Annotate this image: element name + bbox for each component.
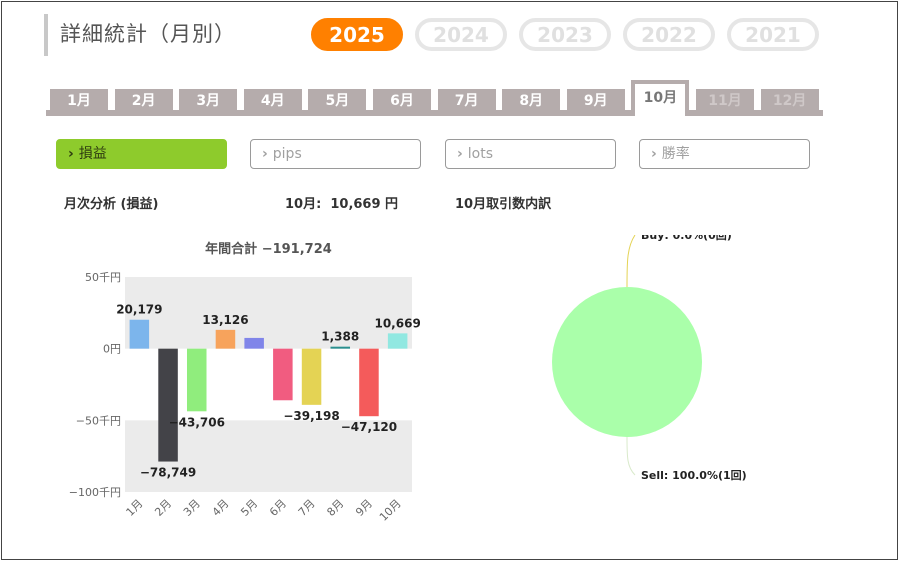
analysis-label: 月次分析 (損益)	[64, 197, 159, 212]
bar-3	[186, 348, 207, 412]
x-tick-label: 4月	[210, 497, 232, 519]
month-value: 10,669 円	[330, 197, 399, 212]
bar-5	[244, 337, 264, 349]
x-tick-label: 10月	[377, 497, 404, 524]
metric-button-4[interactable]: › 勝率	[639, 139, 810, 169]
metric-label: 損益	[78, 146, 107, 162]
data-label: −78,749	[140, 466, 196, 480]
y-tick-label: −50千円	[76, 414, 121, 427]
bar-4	[215, 329, 236, 349]
plot-band-upper	[125, 277, 412, 349]
trade-breakdown-pie-chart: Buy: 0.0%(0回) Sell: 100.0%(1回)	[552, 235, 747, 482]
breakdown-label: 10月取引数内訳	[455, 197, 552, 212]
metric-button-2[interactable]: › pips	[250, 139, 421, 169]
month-tab-11[interactable]: 11月	[696, 89, 754, 116]
y-tick-label: 50千円	[85, 271, 121, 284]
chevron-right-icon: ›	[651, 146, 657, 162]
month-tabs: 1月 2月 3月 4月 5月 6月 7月 8月 9月 10月 11月 12月	[46, 80, 823, 116]
y-tick-label: 0円	[103, 343, 121, 356]
chart-title: 年間合計 −191,724	[205, 241, 332, 257]
month-value-label: 10月: 10,669 円	[285, 193, 398, 212]
metric-label: 勝率	[661, 146, 690, 162]
data-label: 20,179	[116, 303, 162, 317]
x-tick-label: 1月	[124, 497, 146, 519]
x-tick-label: 8月	[324, 497, 346, 519]
data-label: 13,126	[202, 313, 248, 327]
bar-2	[158, 348, 178, 462]
month-tabs-baseline	[46, 110, 823, 116]
buy-connector	[626, 235, 636, 288]
pie-label-buy: Buy: 0.0%(0回)	[641, 235, 732, 242]
month-tab-2[interactable]: 2月	[114, 89, 173, 116]
page-title: 詳細統計（月別）	[60, 22, 236, 46]
bar-8	[330, 346, 351, 349]
month-tab-7[interactable]: 7月	[437, 89, 496, 116]
x-tick-label: 7月	[296, 497, 318, 519]
x-tick-label: 2月	[152, 497, 174, 519]
month-tab-4[interactable]: 4月	[243, 89, 302, 116]
year-tab-2024[interactable]: 2024	[415, 18, 507, 51]
data-label: −43,706	[169, 415, 225, 429]
data-label: −39,198	[283, 409, 339, 423]
month-tab-3[interactable]: 3月	[179, 89, 238, 116]
month-tab-5[interactable]: 5月	[308, 89, 367, 116]
metric-button-3[interactable]: › lots	[445, 139, 616, 169]
year-tab-2023[interactable]: 2023	[519, 18, 611, 51]
y-tick-label: −100千円	[69, 486, 121, 499]
data-label: 10,669	[374, 316, 420, 330]
month-tab-1[interactable]: 1月	[50, 89, 108, 116]
x-tick-label: 9月	[353, 497, 375, 519]
chevron-right-icon: ›	[262, 146, 268, 162]
month-tab-10[interactable]: 10月	[631, 80, 690, 116]
sell-connector	[626, 436, 636, 476]
x-tick-label: 6月	[267, 497, 289, 519]
year-tab-2025[interactable]: 2025	[311, 18, 403, 51]
pie-slice-sell	[552, 287, 702, 437]
bar-7	[301, 348, 322, 405]
page-header: 詳細統計（月別）	[44, 14, 236, 56]
bar-1	[129, 319, 150, 349]
chevron-right-icon: ›	[457, 146, 463, 162]
data-label: 1,388	[321, 330, 359, 344]
month-tab-6[interactable]: 6月	[373, 89, 431, 116]
year-tab-2021[interactable]: 2021	[727, 18, 819, 51]
pie-label-sell: Sell: 100.0%(1回)	[641, 468, 747, 482]
metric-label: lots	[467, 146, 494, 162]
month-prefix: 10月:	[285, 197, 322, 212]
month-tab-12[interactable]: 12月	[760, 89, 819, 116]
chevron-right-icon: ›	[68, 146, 74, 162]
data-label: −47,120	[341, 420, 397, 434]
metric-button-1[interactable]: › 損益	[56, 139, 227, 169]
bar-10	[387, 333, 408, 349]
year-tab-2022[interactable]: 2022	[623, 18, 715, 51]
bar-9	[359, 348, 379, 417]
bar-6	[273, 348, 293, 401]
metric-label: pips	[272, 146, 302, 162]
monthly-pnl-bar-chart: 年間合計 −191,724 50千円 0円 −50千円 −100千円 20,179 1月 −7…	[69, 241, 420, 524]
x-tick-label: 5月	[238, 497, 260, 519]
month-tab-8[interactable]: 8月	[502, 89, 561, 116]
month-tab-9[interactable]: 9月	[566, 89, 625, 116]
x-tick-label: 3月	[181, 497, 203, 519]
year-tabs: 2025 2024 2023 2022 2021	[311, 18, 819, 51]
